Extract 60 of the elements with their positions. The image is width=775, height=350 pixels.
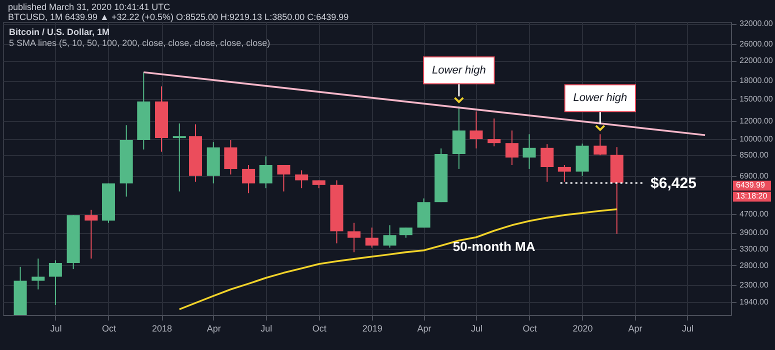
candlestick [172, 122, 186, 192]
y-tick-label: 4700.00 [740, 210, 769, 219]
candlestick [48, 260, 62, 306]
x-tick-label: Jul [682, 324, 694, 334]
candlestick [32, 258, 45, 290]
text: 5 SMA lines (5, 10, 50, 100, 200, close, close, close, close, close) [9, 38, 270, 48]
y-tick-label: 3900.00 [740, 228, 769, 238]
candlestick [242, 164, 256, 194]
series-label: $6,425 [650, 174, 696, 192]
candlestick [470, 110, 483, 149]
x-tick-label: Oct [312, 324, 327, 334]
candlestick [594, 134, 607, 156]
x-tick-label: 2020 [572, 324, 593, 334]
candlestick [452, 106, 466, 170]
text: Bitcoin / U.S. Dollar, 1M [9, 27, 110, 37]
annotation: Lower high [432, 64, 486, 76]
y-tick-label: 22000.00 [740, 56, 774, 66]
y-tick-label: 18000.00 [740, 76, 774, 86]
candlestick [383, 224, 396, 248]
candlestick [399, 227, 412, 238]
text: published March 31, 2020 10:41:41 UTC [8, 2, 171, 12]
x-tick-label: Apr [206, 324, 221, 334]
y-tick-label: 2300.00 [740, 280, 769, 290]
candlestick [488, 118, 501, 147]
y-tick-label: 10000.00 [740, 134, 774, 144]
y-tick-label: 1940.00 [740, 297, 769, 306]
candlestick [505, 130, 518, 166]
y-tick-label: 3300.00 [740, 244, 769, 254]
y-tick-label: 8500.00 [740, 150, 769, 160]
x-tick-label: 2018 [152, 324, 172, 334]
candlestick [277, 164, 290, 192]
candlestick [522, 134, 536, 170]
candlestick [558, 164, 571, 182]
x-tick-label: Apr [628, 324, 642, 334]
line-series [178, 208, 618, 310]
candlestick [84, 209, 98, 260]
annotation: Lower high [573, 92, 628, 104]
text: 13:18:20 [736, 192, 768, 201]
text: BTCUSD, 1M 6439.99 ▲ +32.22 (+0.5%) O:8525.00 H:9219.13 L:3850.00 C:6439.99 [8, 12, 349, 22]
candlestick [348, 222, 361, 253]
x-tick-label: Jul [470, 324, 482, 334]
candlestick [259, 156, 272, 189]
y-tick-label: 12000.00 [740, 116, 774, 126]
x-tick-label: Oct [522, 324, 538, 334]
candlestick [295, 170, 308, 189]
x-tick-label: Jul [260, 324, 272, 334]
series-label: 50-month MA [452, 238, 536, 254]
candlestick [224, 140, 238, 175]
y-tick-label: 15000.00 [740, 94, 774, 104]
x-tick-label: 2019 [362, 324, 382, 334]
x-tick-label: Apr [417, 324, 432, 334]
y-tick-label: 32000.00 [740, 19, 774, 28]
text: 6439.99 [736, 180, 766, 190]
candlestick [365, 227, 378, 248]
y-tick-label: 6900.00 [740, 171, 769, 180]
candlestick [540, 144, 554, 182]
x-tick-label: Oct [102, 324, 116, 334]
y-tick-label: 2800.00 [740, 260, 769, 270]
x-tick-label: Jul [50, 324, 62, 334]
y-tick-label: 26000.00 [740, 40, 774, 49]
